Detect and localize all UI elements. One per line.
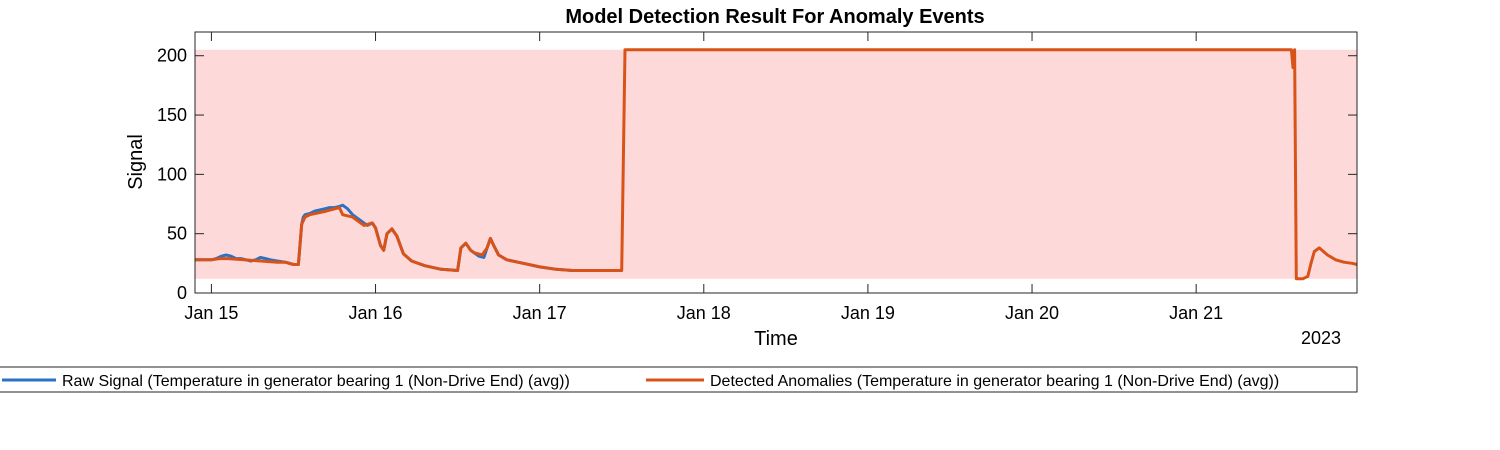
legend-label-detected-anomalies: Detected Anomalies (Temperature in gener… <box>710 373 1279 390</box>
x-tick-label: Jan 20 <box>1005 303 1059 323</box>
y-axis-label: Signal <box>125 134 147 190</box>
year-label: 2023 <box>1301 328 1341 348</box>
y-tick-label: 200 <box>157 46 187 66</box>
series-line-detected-anomalies <box>195 48 1358 281</box>
x-tick-label: Jan 19 <box>841 303 895 323</box>
y-tick-label: 100 <box>157 164 187 184</box>
x-axis: Jan 15 Jan 16 Jan 17 Jan 18 Jan 19 Jan 20 Jan … <box>184 32 1223 323</box>
y-axis: 0 50 100 150 200 <box>157 46 1357 303</box>
x-tick-label: Jan 15 <box>184 303 238 323</box>
anomaly-region <box>195 49 1357 279</box>
plot-area: Jan 15 Jan 16 Jan 17 Jan 18 Jan 19 Jan 20 Jan … <box>157 31 1358 323</box>
legend-label-raw-signal: Raw Signal (Temperature in generator bea… <box>62 373 570 390</box>
chart-title: Model Detection Result For Anomaly Event… <box>565 6 984 28</box>
x-tick-label: Jan 18 <box>677 303 731 323</box>
axes-box <box>194 31 1358 294</box>
y-tick-label: 50 <box>167 224 187 244</box>
x-axis-label: Time <box>754 328 798 350</box>
y-tick-label: 0 <box>177 283 187 303</box>
x-tick-label: Jan 17 <box>513 303 567 323</box>
x-tick-label: Jan 16 <box>349 303 403 323</box>
x-tick-label: Jan 21 <box>1169 303 1223 323</box>
series-layer <box>195 48 1358 281</box>
y-tick-label: 150 <box>157 105 187 125</box>
legend: Raw Signal (Temperature in generator bea… <box>0 366 1358 393</box>
